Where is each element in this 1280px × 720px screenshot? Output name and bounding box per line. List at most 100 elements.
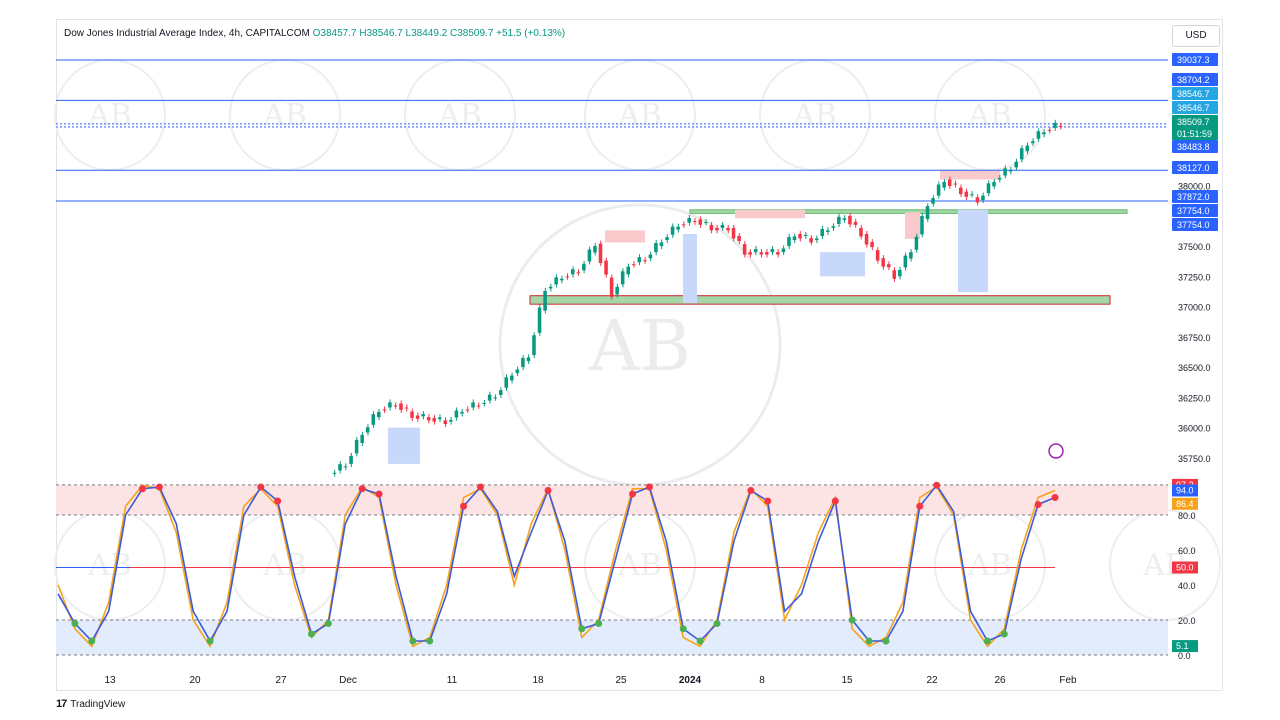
- oscillator-tick-label: 0.0: [1178, 651, 1191, 661]
- symbol-header: Dow Jones Industrial Average Index, 4h, …: [64, 28, 565, 39]
- price-badge: [1172, 140, 1218, 153]
- candle-body: [454, 410, 459, 418]
- oversold-signal-dot: [595, 620, 603, 627]
- candle-body: [532, 335, 536, 356]
- watermark-monogram: AB: [792, 98, 837, 133]
- candle-body: [831, 226, 836, 228]
- candle-body: [526, 357, 531, 362]
- price-tick-label: 38000.0: [1178, 182, 1211, 192]
- candle-body: [360, 434, 364, 443]
- candle-body: [886, 264, 891, 268]
- price-tick-label: 37250.0: [1178, 272, 1211, 282]
- overbought-band: [56, 484, 1168, 515]
- candle-body: [332, 472, 337, 474]
- price-badge: [1172, 73, 1218, 86]
- watermark-monogram: AB: [617, 98, 662, 133]
- candle-body: [737, 235, 741, 242]
- overbought-signal-dot: [916, 502, 924, 510]
- candle-body: [598, 243, 603, 264]
- candle-body: [870, 242, 874, 248]
- candle-body: [482, 403, 486, 405]
- candle-body: [565, 276, 570, 278]
- candle-body: [1003, 168, 1007, 176]
- candle-body: [537, 307, 542, 333]
- price-tick-label: 36500.0: [1178, 363, 1211, 373]
- candles-layer: [332, 119, 1063, 477]
- candle-body: [992, 181, 996, 187]
- candle-body: [947, 179, 952, 186]
- candle-body: [1036, 131, 1041, 139]
- oscillator-badge-label: 94.0: [1176, 486, 1194, 496]
- price-badge-label: 01:51:59: [1177, 129, 1212, 139]
- oversold-signal-dot: [882, 637, 890, 645]
- candle-body: [476, 405, 481, 407]
- time-tick-label: 26: [994, 675, 1006, 686]
- oscillator-badge: [1172, 640, 1198, 653]
- time-tick-label: 22: [926, 675, 938, 686]
- candle-body: [471, 402, 475, 408]
- candle-body: [864, 233, 869, 245]
- time-tick-label: 27: [275, 675, 287, 686]
- candle-body: [704, 222, 708, 224]
- candle-body: [404, 407, 409, 409]
- overbought-signal-dot: [1034, 501, 1042, 508]
- candle-body: [665, 237, 669, 241]
- candle-body: [659, 242, 664, 247]
- candle-body: [449, 419, 453, 422]
- candle-body: [1053, 122, 1057, 128]
- candle-body: [986, 183, 991, 194]
- candle-body: [814, 238, 819, 241]
- time-axis[interactable]: 13 20 27 Dec 11 18 25 2024 8 15 22 26 Feb: [104, 675, 1077, 686]
- candle-body: [726, 227, 730, 231]
- candle-body: [554, 277, 558, 285]
- time-tick-label: 2024: [679, 675, 702, 686]
- overbought-signal-dot: [831, 497, 839, 505]
- alert-icon: [1048, 443, 1064, 459]
- symbol-name[interactable]: Dow Jones Industrial Average Index, 4h, …: [64, 28, 310, 39]
- candle-body: [803, 234, 808, 236]
- watermark-monogram: AB: [967, 548, 1012, 583]
- candle-body: [770, 249, 775, 253]
- candle-body: [892, 270, 897, 279]
- price-axis[interactable]: 35750.0 36000.0 36250.0 36500.0 36750.0 37000…: [1178, 182, 1211, 464]
- candle-body: [377, 411, 381, 418]
- overbought-signal-dot: [358, 485, 366, 493]
- candle-body: [498, 390, 503, 395]
- candle-body: [931, 198, 935, 204]
- overbought-signal-dot: [460, 502, 468, 510]
- candle-body: [648, 254, 653, 259]
- watermark-monogram: AB: [967, 98, 1012, 133]
- oscillator-badge: [1172, 497, 1198, 510]
- candle-body: [593, 246, 597, 253]
- overbought-signal-dot: [138, 485, 146, 493]
- candle-body: [487, 394, 492, 401]
- supply-box: [940, 169, 1000, 180]
- ohlc-high: H38546.7: [359, 28, 403, 39]
- price-badge-label: 38127.0: [1177, 163, 1210, 173]
- candle-body: [643, 260, 647, 262]
- candle-body: [493, 397, 497, 399]
- price-badge-label: 37754.0: [1177, 220, 1210, 230]
- candle-body: [787, 237, 791, 247]
- candle-body: [881, 258, 885, 267]
- candle-body: [582, 263, 586, 271]
- oversold-signal-dot: [426, 637, 434, 645]
- candle-body: [371, 414, 376, 425]
- price-badge: [1172, 127, 1218, 140]
- tradingview-brand[interactable]: 17 TradingView: [56, 698, 125, 710]
- candle-body: [959, 187, 963, 195]
- oscillator-tick-label: 20.0: [1178, 616, 1196, 626]
- oversold-signal-dot: [206, 637, 214, 645]
- oversold-signal-dot: [865, 637, 873, 645]
- supply-box: [605, 230, 645, 243]
- currency-button[interactable]: USD: [1172, 25, 1220, 47]
- candle-body: [399, 403, 403, 410]
- oscillator-tick-label: 40.0: [1178, 581, 1196, 591]
- price-badge-label: 37754.0: [1177, 206, 1210, 216]
- brand-label: TradingView: [70, 698, 126, 710]
- overbought-signal-dot: [645, 483, 653, 491]
- overbought-signal-dot: [476, 483, 484, 491]
- watermark-monogram: AB: [617, 548, 662, 583]
- time-tick-label: Feb: [1059, 675, 1077, 686]
